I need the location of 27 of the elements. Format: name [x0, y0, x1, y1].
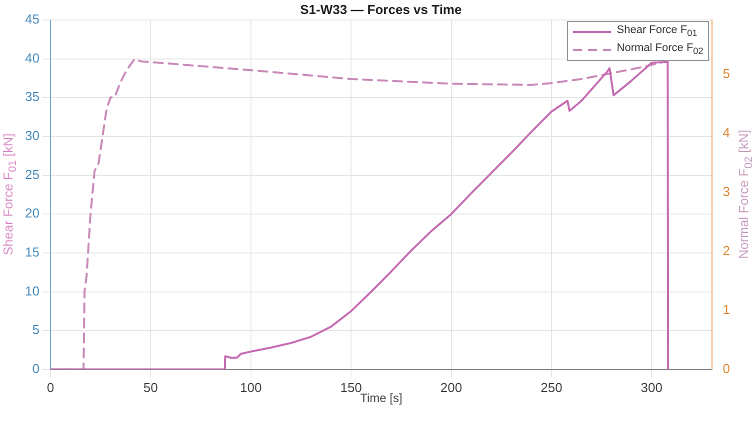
y2-tick-label: 4 [722, 124, 730, 140]
legend-label: Shear Force F$_{01}$ [616, 23, 698, 40]
y-tick-label: 35 [24, 89, 40, 104]
y-tick-label: 10 [24, 283, 40, 298]
x-tick-label: 150 [340, 380, 362, 395]
y-tick-label: 40 [24, 50, 40, 66]
y2-tick-label: 1 [722, 302, 730, 317]
x-tick-label: 250 [540, 380, 562, 395]
x-tick-label: 300 [640, 380, 663, 395]
x-axis-title: Time [s] [360, 391, 402, 406]
x-tick-label: 200 [440, 380, 462, 395]
x-tick-label: 100 [240, 380, 262, 395]
y2-tick-label: 2 [722, 242, 730, 258]
y2-tick-label: 0 [722, 360, 730, 376]
chart-title: S1-W33 — Forces vs Time [300, 2, 462, 17]
y-tick-label: 20 [24, 206, 40, 221]
legend-label: Normal Force F$_{02}$ [616, 41, 704, 58]
y2-tick-label: 3 [722, 184, 730, 199]
y-tick-label: 0 [32, 360, 40, 376]
y-tick-label: 15 [24, 244, 40, 260]
y-tick-label: 5 [32, 322, 40, 338]
y-tick-label: 45 [24, 12, 40, 27]
y-tick-label: 25 [24, 166, 40, 182]
x-tick-label: 0 [46, 380, 54, 395]
y-tick-label: 30 [24, 128, 40, 144]
y2-tick-label: 5 [722, 66, 730, 81]
x-tick-label: 50 [143, 380, 158, 395]
